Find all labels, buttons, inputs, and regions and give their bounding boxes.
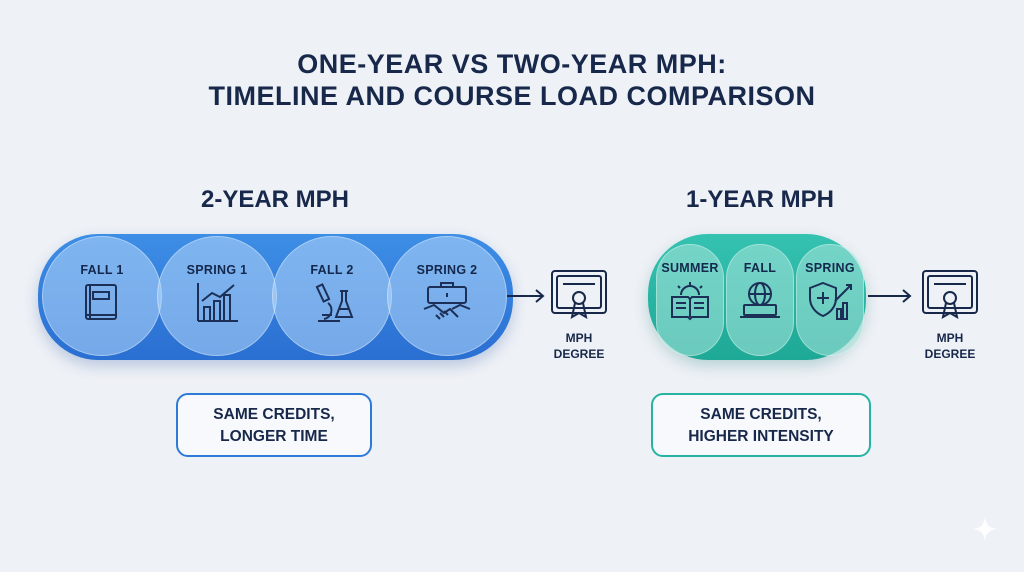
briefcase-handshake-icon <box>423 282 471 320</box>
stage-fall-2: FALL 2 <box>272 236 392 356</box>
note-line2: LONGER TIME <box>220 428 328 445</box>
stage-label: SPRING 2 <box>416 263 478 277</box>
note-line1: SAME CREDITS, <box>213 406 335 423</box>
outcome-line1: MPH <box>936 331 964 345</box>
stage-fall: FALL <box>726 244 794 356</box>
microscope-icon <box>315 283 354 322</box>
note-line2: HIGHER INTENSITY <box>688 428 834 445</box>
two-year-heading: 2-YEAR MPH <box>200 186 350 213</box>
two-year-outcome: MPH DEGREE <box>544 330 614 362</box>
one-year-outcome: MPH DEGREE <box>915 330 985 362</box>
stage-spring: SPRING <box>796 244 864 356</box>
one-year-heading: 1-YEAR MPH <box>685 186 835 213</box>
stage-fall-1: FALL 1 <box>42 236 162 356</box>
stage-summer: SUMMER <box>656 244 724 356</box>
stage-spring-2: SPRING 2 <box>387 236 507 356</box>
page-title-line2: TIMELINE AND COURSE LOAD COMPARISON <box>208 81 816 111</box>
one-year-note: SAME CREDITS, HIGHER INTENSITY <box>651 393 871 457</box>
sun-book-icon <box>671 282 709 321</box>
stage-label: SPRING <box>805 261 855 275</box>
stage-label: SUMMER <box>661 261 719 275</box>
bar-chart-icon <box>197 283 238 322</box>
note-line1: SAME CREDITS, <box>700 406 822 423</box>
stage-label: FALL <box>743 261 777 275</box>
sparkle-icon <box>972 516 998 542</box>
globe-laptop-icon <box>740 282 780 318</box>
stage-label: FALL 2 <box>310 263 354 277</box>
health-shield-chart-icon <box>809 281 852 320</box>
certificate-icon <box>922 270 978 319</box>
outcome-line2: DEGREE <box>924 347 976 361</box>
page-title-line1: ONE-YEAR VS TWO-YEAR MPH: <box>297 49 727 79</box>
book-icon <box>85 284 117 320</box>
outcome-line1: MPH <box>565 331 593 345</box>
outcome-line2: DEGREE <box>553 347 605 361</box>
stage-label: SPRING 1 <box>186 263 248 277</box>
arrow-right-icon <box>868 289 912 303</box>
stage-label: FALL 1 <box>80 263 124 277</box>
stage-spring-1: SPRING 1 <box>157 236 277 356</box>
two-year-note: SAME CREDITS, LONGER TIME <box>176 393 372 457</box>
arrow-right-icon <box>507 289 545 303</box>
certificate-icon <box>551 270 607 319</box>
